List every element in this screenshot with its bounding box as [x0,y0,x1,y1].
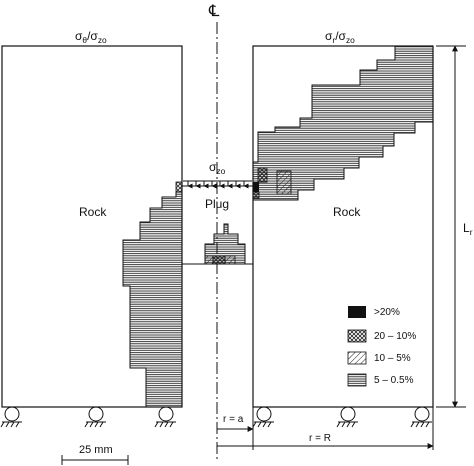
centerline-symbol: ℄ [209,3,220,20]
lr-label: Lr [463,221,473,237]
r-R-label: r = R [309,433,331,444]
legend-label-crosshatch: 20 – 10% [374,331,417,342]
plug-histogram [204,223,246,265]
plug-label: Plug [205,197,230,211]
legend [347,306,367,387]
r-a-label: r = a [223,414,244,425]
legend-swatch-horizontal [347,373,367,387]
legend-label-horizontal: 5 – 0.5% [374,375,414,386]
right-title: σr/σzo [325,29,355,45]
legend-swatch-diagonal [347,351,367,365]
rock-label-left: Rock [79,205,107,219]
legend-label-diagonal: 10 – 5% [374,353,411,364]
scale-bar-label: 25 mm [79,444,113,456]
hoop-stress-histogram [122,191,183,408]
legend-swatch-solid [348,306,366,318]
left-title: σθ/σzo [75,29,107,45]
legend-swatch-crosshatch [347,329,367,343]
right-rock-block [252,45,434,408]
plug [182,185,253,265]
radius-dimensions [217,404,434,450]
load-label: σzo [209,160,226,176]
supports [0,406,432,428]
radial-stress-solid-cell [253,182,259,192]
applied-load [183,180,252,189]
radial-stress-histogram [252,45,434,201]
left-rock-block [1,45,183,408]
rock-label-right: Rock [333,205,361,219]
legend-label-solid: >20% [374,307,400,318]
lr-dimension [436,45,466,408]
scale-bar [61,455,129,465]
hoop-stress-crosshatch-cell [175,181,183,193]
